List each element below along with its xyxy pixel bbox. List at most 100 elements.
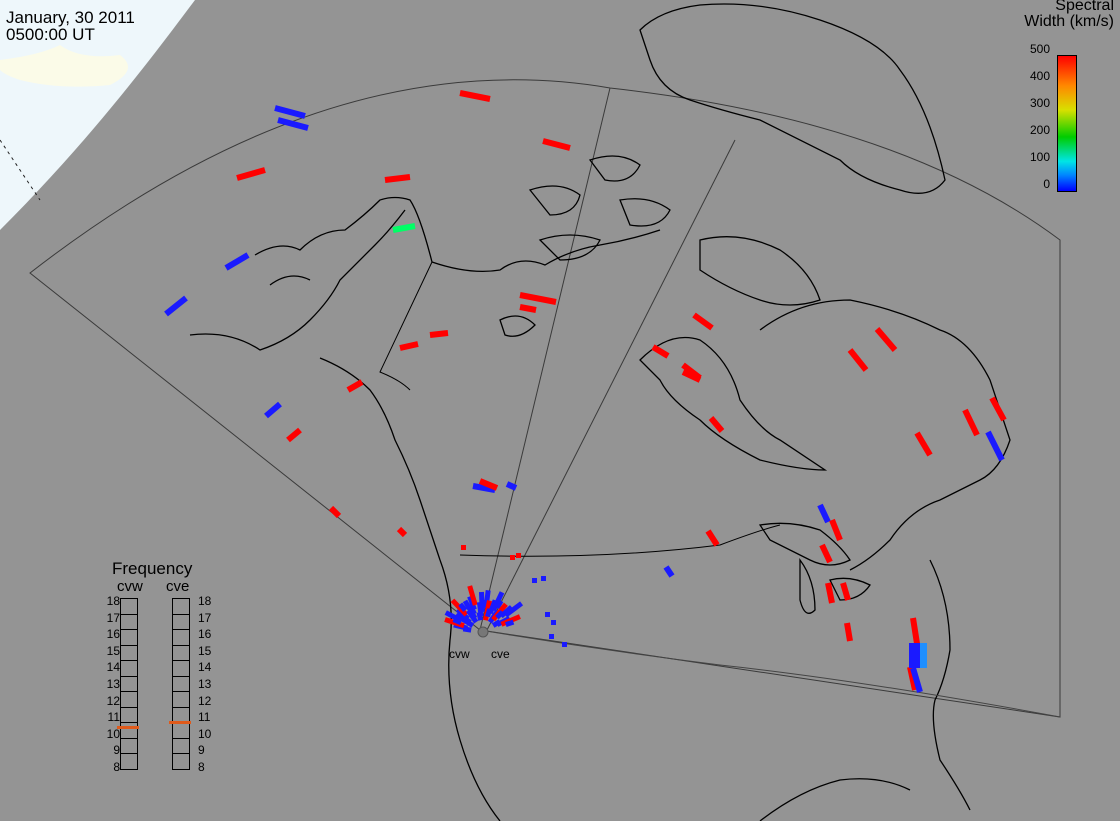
frequency-cell	[173, 646, 189, 661]
frequency-cell	[121, 615, 137, 630]
spectral-width-cell	[532, 578, 537, 583]
frequency-scale-label: 12	[106, 693, 120, 708]
frequency-column-cvw	[120, 598, 138, 770]
spectral-width-cell	[478, 478, 499, 491]
date-label: January, 30 2011	[6, 8, 135, 27]
spectral-width-cell	[274, 105, 306, 119]
spectral-width-cell	[467, 585, 478, 606]
spectral-width-cell	[505, 481, 518, 491]
frequency-column-cve	[172, 598, 190, 770]
spectral-width-cell	[450, 598, 469, 617]
spectral-width-cell	[458, 602, 468, 612]
spectral-width-cell	[909, 643, 921, 668]
frequency-cell	[121, 630, 137, 646]
spectral-width-cell	[681, 369, 702, 383]
frequency-scale-label: 9	[198, 743, 205, 758]
frequency-cell	[121, 692, 137, 708]
timestamp-header: January, 30 2011 0500:00 UT	[6, 9, 135, 43]
frequency-panel-title: Frequency	[112, 559, 193, 578]
frequency-cell	[173, 630, 189, 646]
spectral-width-cell	[264, 401, 282, 419]
frequency-scale-label: 18	[198, 594, 212, 608]
colorbar-tick: 500	[1029, 42, 1050, 56]
frequency-cell	[121, 677, 137, 692]
frequency-scale-label: 12	[198, 693, 212, 708]
spectral-width-cell	[551, 620, 556, 625]
frequency-scale-label: 18	[106, 594, 120, 608]
colorbar-title: Spectral Width (km/s)	[1024, 0, 1114, 30]
spectral-width-cell	[840, 582, 851, 601]
spectral-width-cell	[663, 565, 675, 578]
frequency-marker-cve	[169, 721, 191, 724]
spectral-width-cell	[914, 431, 933, 457]
frequency-cell	[173, 615, 189, 630]
spectral-width-cell	[519, 304, 537, 313]
time-label: 0500:00 UT	[6, 25, 95, 44]
spectral-width-cell	[472, 483, 496, 493]
spectral-width-cell	[817, 503, 831, 524]
frequency-cell	[173, 661, 189, 677]
spectral-width-cell	[277, 117, 309, 131]
spectral-width-cell	[541, 576, 546, 581]
frequency-cell	[173, 599, 189, 615]
coastlines	[189, 3, 1011, 821]
spectral-width-cell	[708, 416, 725, 433]
spectral-width-cell	[545, 612, 550, 617]
spectral-width-cell	[505, 619, 515, 627]
spectral-width-cell	[562, 642, 567, 647]
frequency-scale-label: 14	[198, 660, 212, 675]
spectral-width-cell	[164, 295, 188, 317]
spectral-width-cell	[224, 252, 250, 271]
spectral-width-cell	[819, 543, 833, 564]
frequency-scale-label: 11	[198, 710, 211, 725]
colorbar-tick: 300	[1029, 96, 1050, 110]
field-of-view	[29, 79, 1061, 718]
spectral-width-cell	[549, 634, 554, 639]
frequency-cell	[173, 677, 189, 692]
frequency-scale-label: 8	[113, 760, 120, 774]
frequency-scale-label: 9	[113, 743, 120, 758]
spectral-width-cell	[236, 167, 266, 181]
colorbar-tick: 200	[1029, 123, 1050, 137]
spectral-width-cell	[467, 595, 477, 611]
frequency-radar-label-cvw: cvw	[117, 578, 143, 595]
frequency-scale-label: 10	[106, 726, 120, 741]
site-label-cvw: cvw	[449, 647, 470, 661]
frequency-cell	[121, 708, 137, 723]
site-label-cve: cve	[491, 647, 510, 661]
spectral-width-cell	[510, 555, 515, 560]
frequency-cell	[173, 739, 189, 754]
spectral-width-cell	[384, 174, 411, 183]
frequency-cell	[121, 661, 137, 677]
colorbar-tick: 0	[1043, 177, 1050, 191]
radar-site-marker	[477, 626, 489, 638]
spectral-width-cell	[461, 545, 466, 550]
frequency-cell	[121, 723, 137, 739]
frequency-scale-label: 15	[106, 643, 120, 658]
spectral-width-cell	[829, 518, 843, 542]
spectral-width-cell	[844, 622, 853, 642]
spectral-width-cell	[504, 601, 524, 618]
frequency-scale-label: 10	[198, 726, 212, 741]
frequency-scale-label: 15	[198, 643, 212, 658]
radar-sites	[477, 626, 489, 638]
spectral-width-cell	[396, 526, 408, 538]
spectral-width-cell	[392, 223, 416, 233]
spectral-width-cell	[910, 667, 923, 693]
spectral-width-cell	[516, 553, 521, 558]
frequency-scale-label: 16	[198, 627, 212, 642]
spectral-width-cell	[429, 330, 449, 338]
colorbar-tick: 400	[1029, 69, 1050, 83]
colorbar-tick: 100	[1029, 150, 1050, 164]
spectral-width-cell	[989, 396, 1007, 422]
terminator-line	[0, 139, 41, 201]
frequency-cell	[121, 739, 137, 754]
spectral-width-cell	[705, 529, 720, 547]
frequency-scale-label: 16	[106, 627, 120, 642]
frequency-scale-label: 17	[106, 610, 120, 625]
spectral-width-cell	[692, 312, 714, 331]
spectral-width-cell	[874, 327, 898, 352]
frequency-scale-label: 13	[106, 677, 120, 691]
spectral-width-cell	[328, 505, 342, 519]
